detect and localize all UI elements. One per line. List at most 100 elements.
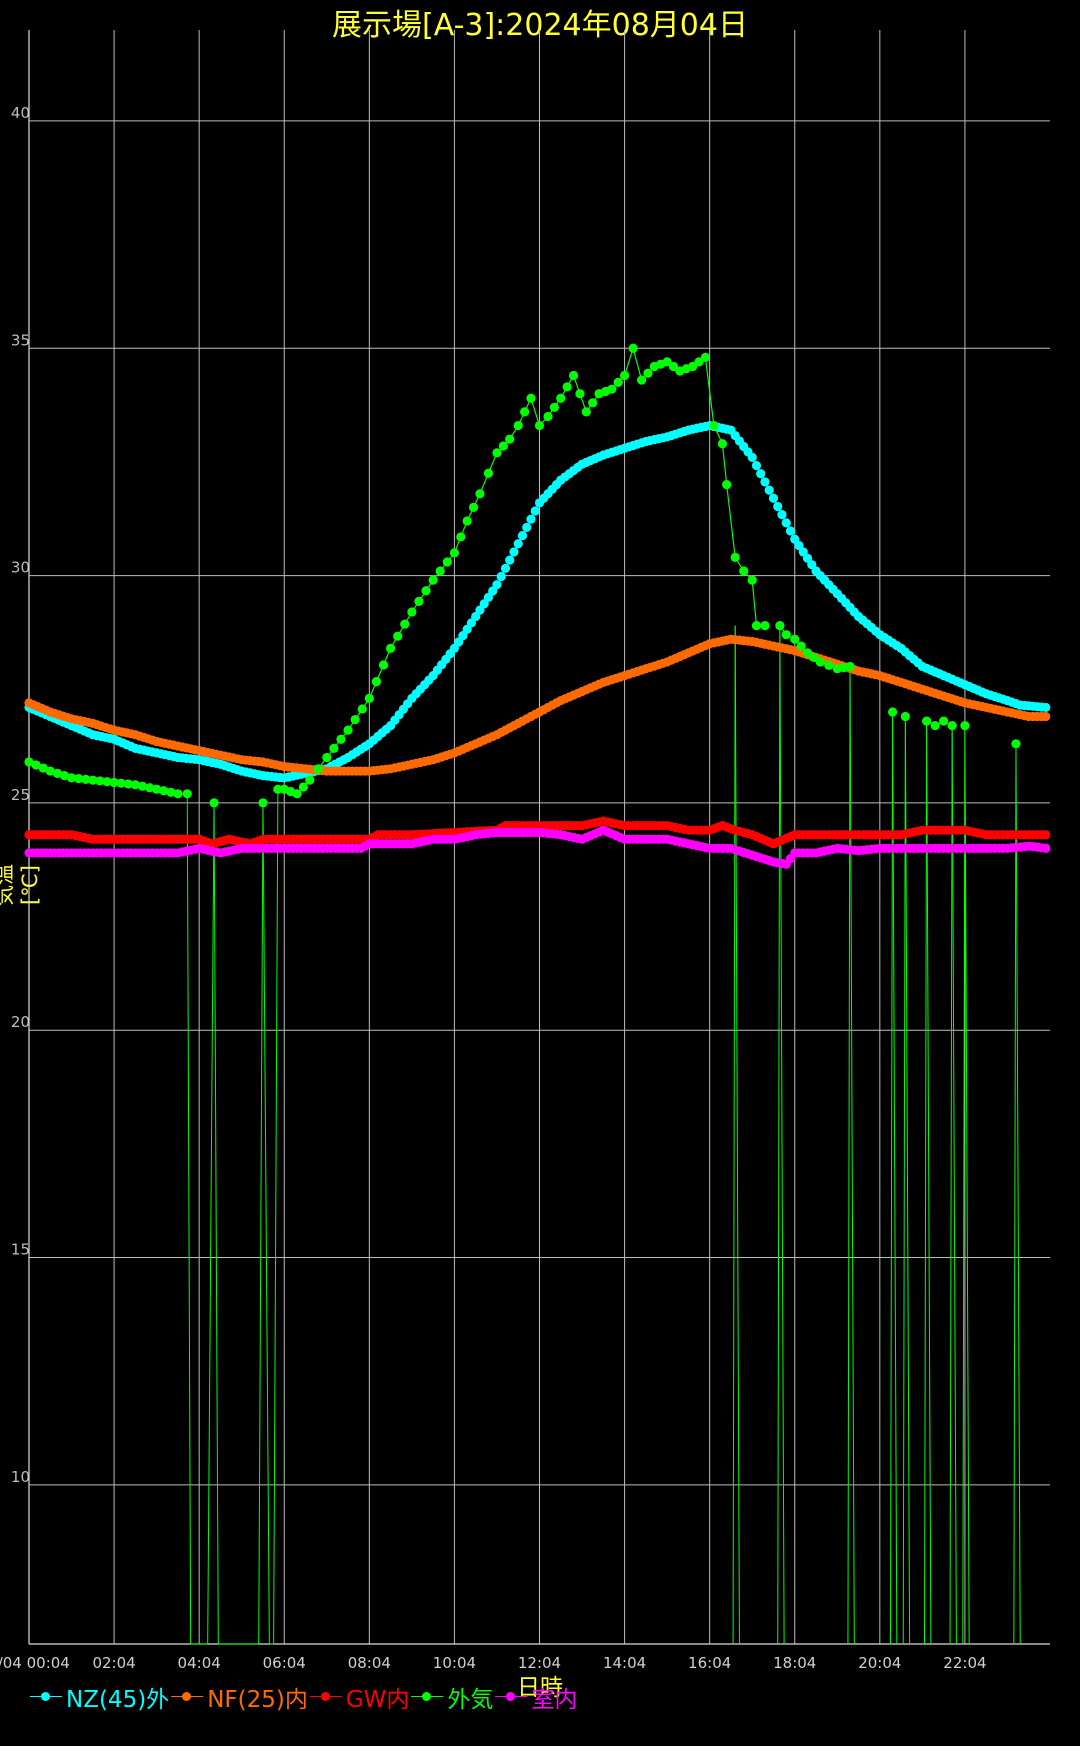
data-point — [435, 566, 445, 576]
data-point — [505, 434, 515, 444]
data-point — [900, 711, 910, 722]
data-point — [38, 763, 48, 773]
legend: NZ(45)外 NF(25)内 GW内 外気 室内 — [30, 1680, 579, 1714]
y-tick-label: 20 — [11, 1013, 30, 1031]
data-point — [575, 389, 585, 399]
data-point — [688, 361, 698, 372]
data-point — [59, 771, 70, 781]
x-tick-label: 18:04 — [773, 1654, 816, 1672]
data-point — [773, 501, 783, 512]
dropout-segment — [207, 802, 215, 1645]
data-point — [492, 448, 502, 458]
data-point — [619, 370, 630, 381]
legend-label: NZ(45)外 — [66, 1687, 170, 1713]
data-point — [123, 779, 133, 789]
dropout-segment — [732, 625, 736, 1645]
data-point — [130, 780, 140, 790]
dropout-segment — [964, 725, 970, 1645]
dropout-segment — [889, 711, 894, 1645]
data-point — [543, 411, 553, 422]
dropout-segment — [892, 711, 898, 1645]
data-point — [662, 357, 672, 367]
data-point — [751, 460, 762, 471]
data-point — [1041, 711, 1051, 722]
data-point — [747, 452, 757, 462]
legend-marker — [309, 1686, 342, 1708]
data-point — [526, 393, 536, 403]
legend-item: NF(25)内 — [171, 1680, 308, 1714]
data-point — [364, 693, 374, 703]
data-point — [845, 661, 855, 672]
data-point — [173, 789, 183, 799]
data-point — [273, 784, 283, 794]
data-point — [764, 485, 774, 495]
data-point — [781, 518, 791, 528]
data-point — [500, 563, 511, 573]
data-point — [709, 420, 719, 431]
x-tick-label: 02:04 — [92, 1654, 135, 1672]
dropout-segment — [926, 721, 932, 1645]
data-point — [456, 532, 466, 542]
data-point — [930, 721, 940, 731]
data-point — [258, 798, 268, 808]
data-point — [1041, 702, 1051, 713]
data-point — [1041, 843, 1051, 853]
data-point — [31, 760, 41, 770]
data-point — [747, 575, 757, 585]
data-point — [336, 734, 346, 744]
y-tick-label: 10 — [11, 1468, 30, 1486]
data-point — [329, 743, 339, 753]
data-point — [756, 469, 766, 479]
data-point — [530, 506, 540, 516]
data-point — [668, 361, 679, 372]
data-point — [960, 721, 970, 731]
dropout-segment — [258, 802, 264, 1645]
data-point — [549, 402, 559, 412]
data-point — [182, 789, 192, 799]
y-tick-label: 35 — [11, 331, 30, 349]
x-tick-label: 14:04 — [603, 1654, 646, 1672]
data-point — [298, 782, 308, 792]
legend-label: 室内 — [531, 1687, 578, 1713]
data-point — [428, 575, 438, 585]
legend-item: NZ(45)外 — [30, 1680, 169, 1714]
data-point — [24, 757, 34, 767]
dropout-segment — [734, 625, 740, 1645]
dropout-segment — [262, 802, 270, 1645]
dropout-segment — [849, 666, 855, 1645]
data-point — [694, 357, 704, 367]
data-point — [1011, 739, 1021, 749]
data-point — [775, 620, 785, 631]
data-point — [781, 630, 791, 640]
data-point — [505, 555, 515, 565]
data-point — [109, 777, 119, 788]
dropout-segment — [779, 625, 785, 1645]
dropout-segment — [847, 666, 851, 1645]
data-point — [513, 420, 523, 431]
data-point — [137, 781, 148, 791]
data-point — [45, 766, 55, 776]
data-point — [468, 502, 479, 512]
dropout-segment — [777, 625, 781, 1645]
data-point — [751, 620, 762, 631]
dropout-segment — [924, 721, 928, 1645]
data-point — [498, 441, 508, 451]
data-point — [475, 489, 485, 499]
series-line — [926, 720, 953, 727]
data-point — [581, 407, 591, 417]
data-point — [922, 716, 932, 726]
data-point — [520, 407, 530, 417]
data-point — [887, 707, 898, 717]
data-point — [81, 774, 91, 785]
data-point — [393, 631, 403, 641]
x-tick-label: 20:04 — [858, 1654, 901, 1672]
data-point — [509, 547, 519, 557]
series-line — [28, 424, 1046, 779]
data-point — [74, 774, 84, 784]
x-tick-label: 06:04 — [263, 1654, 306, 1672]
dropout-segment — [1015, 743, 1021, 1645]
data-point — [534, 420, 545, 431]
data-point — [815, 657, 825, 667]
data-point — [1041, 830, 1051, 840]
